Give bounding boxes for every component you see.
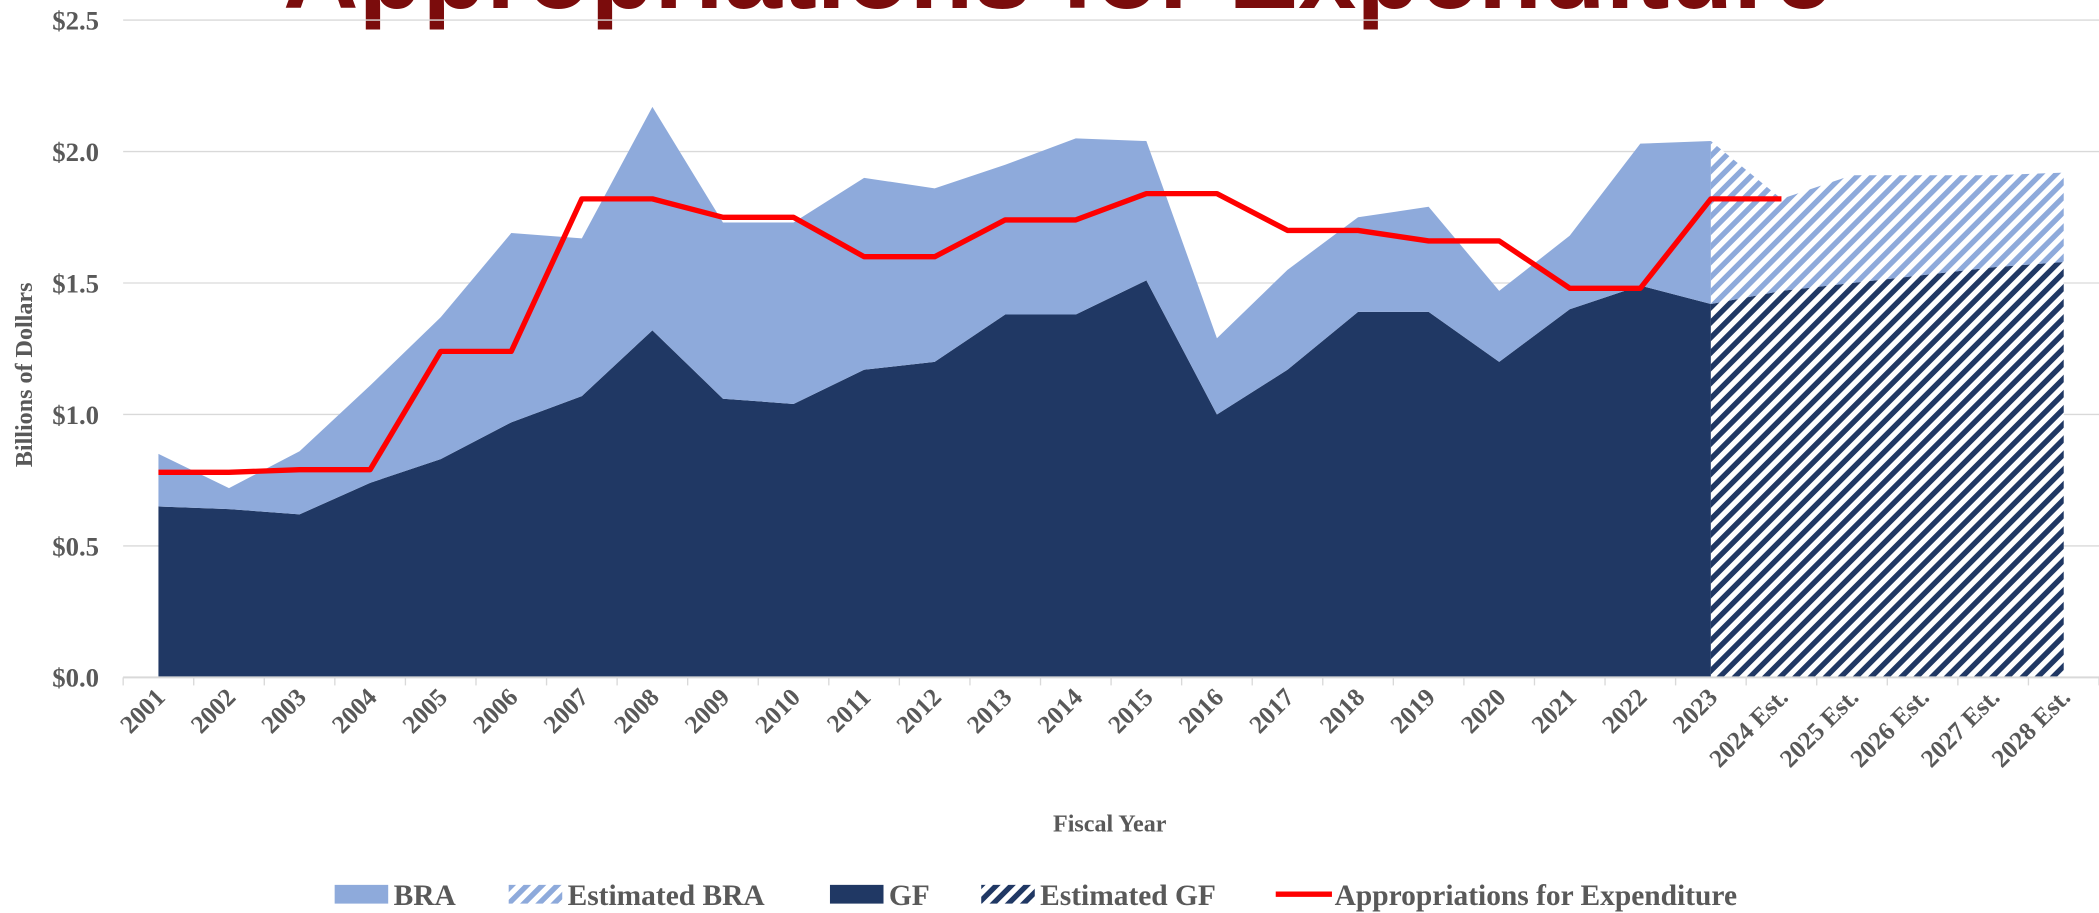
x-tick-label: 2012 (890, 683, 946, 739)
x-tick-label: 2017 (1243, 682, 1300, 739)
x-tick-label: 2021 (1526, 683, 1582, 739)
x-axis-title: Fiscal Year (1053, 811, 1167, 837)
x-tick-label: 2005 (397, 683, 453, 739)
legend-label: Appropriations for Expenditure (1335, 880, 1737, 912)
area (158, 280, 1711, 678)
legend-label: GF (889, 880, 930, 912)
x-tick-label: 2009 (679, 683, 735, 739)
x-tick-label: 2011 (821, 683, 876, 738)
y-tick-label: $1.0 (52, 400, 99, 430)
legend-swatch (981, 884, 1035, 904)
chart-title: Appropriations for Expenditure (283, 0, 1832, 31)
x-tick-label: 2014 (1032, 682, 1089, 739)
legend-label: Estimated BRA (568, 880, 766, 912)
x-tick-label: 2022 (1596, 683, 1652, 739)
line (158, 190, 1782, 475)
x-tick-label: 2028 Est. (1986, 683, 2076, 773)
x-tick-label: 2023 (1667, 683, 1723, 739)
x-tick-label: 2015 (1102, 683, 1158, 739)
area (1710, 261, 2064, 678)
x-tick-label: 2003 (255, 683, 311, 739)
x-tick-label: 2002 (185, 683, 241, 739)
area (158, 106, 1711, 515)
x-tick-label: 2008 (608, 683, 664, 739)
area (1710, 141, 2064, 305)
legend-swatch (508, 884, 563, 904)
y-tick-label: $2.0 (52, 137, 99, 167)
legend-swatch (334, 884, 389, 904)
x-tick-label: 2013 (961, 683, 1017, 739)
x-tick-label: 2016 (1173, 683, 1229, 739)
x-tick-label: 2006 (467, 683, 523, 739)
y-tick-label: $2.5 (52, 5, 99, 35)
x-tick-label: 2010 (749, 683, 805, 739)
x-tick-label: 2001 (114, 683, 170, 739)
y-tick-label: $1.5 (52, 268, 99, 298)
y-tick-label: $0.0 (52, 663, 99, 693)
legend-label: BRA (394, 880, 457, 912)
legend-label: Estimated GF (1040, 880, 1216, 912)
y-tick-label: $0.5 (52, 531, 99, 561)
x-tick-label: 2018 (1314, 683, 1370, 739)
x-tick-label: 2007 (538, 682, 595, 739)
x-tick-label: 2020 (1455, 683, 1511, 739)
x-tick-label: 2019 (1384, 683, 1440, 739)
legend-swatch (829, 884, 884, 904)
y-axis-title: Billions of Dollars (12, 283, 38, 468)
x-tick-label: 2004 (326, 682, 383, 739)
